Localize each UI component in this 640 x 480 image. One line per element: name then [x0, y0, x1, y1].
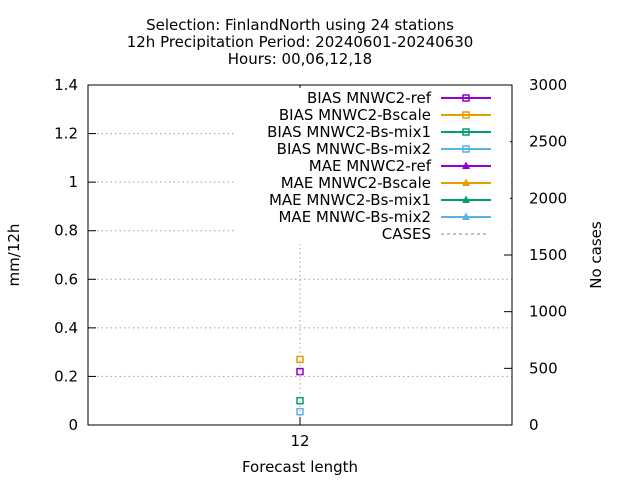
- legend-label: MAE MNWC2-ref: [309, 157, 432, 175]
- legend-marker: [462, 145, 470, 153]
- y-tick-label: 0: [68, 416, 78, 434]
- y-tick-label: 1.2: [54, 125, 78, 143]
- title-line: Selection: FinlandNorth using 24 station…: [146, 16, 454, 34]
- x-axis-label: Forecast length: [242, 458, 358, 476]
- legend-label: CASES: [382, 225, 431, 243]
- axis-ticks: 0 0.2 0.4 0.6 0.8 1 1.2 1.4 0 500 1000 1500 2000 2500…: [54, 76, 567, 450]
- y2-tick-label: 2000: [529, 189, 567, 207]
- y2-tick-label: 1500: [529, 246, 567, 264]
- legend-marker: [462, 195, 470, 203]
- y2-tick-label: 1000: [529, 303, 567, 321]
- bias-point: [296, 407, 304, 416]
- legend-label: BIAS MNWC2-Bscale: [279, 106, 431, 124]
- x-tick-label: 12: [290, 432, 309, 450]
- title-line: Hours: 00,06,12,18: [228, 50, 372, 68]
- legend-marker: [462, 111, 470, 119]
- bias-point: [296, 367, 304, 376]
- legend-label: BIAS MNWC2-ref: [307, 89, 432, 107]
- title-line: 12h Precipitation Period: 20240601-20240…: [127, 33, 474, 51]
- y2-axis-label: No cases: [587, 221, 605, 289]
- y2-tick-label: 2500: [529, 133, 567, 151]
- y-tick-label: 1.4: [54, 76, 78, 94]
- legend-marker: [462, 128, 470, 136]
- y2-tick-label: 3000: [529, 76, 567, 94]
- legend-label: MAE MNWC-Bs-mix2: [278, 208, 431, 226]
- y-axis-label: mm/12h: [5, 224, 23, 287]
- y-tick-label: 0.2: [54, 367, 78, 385]
- y-tick-label: 0.8: [54, 222, 78, 240]
- y2-tick-label: 500: [529, 359, 558, 377]
- legend-marker: [462, 212, 470, 220]
- y2-tick-label: 0: [529, 416, 539, 434]
- legend-label: MAE MNWC2-Bs-mix1: [269, 191, 431, 209]
- chart-title: Selection: FinlandNorth using 24 station…: [127, 16, 474, 68]
- y-tick-label: 0.6: [54, 270, 78, 288]
- y-tick-label: 0.4: [54, 319, 78, 337]
- y-tick-label: 1: [68, 173, 78, 191]
- legend-label: MAE MNWC2-Bscale: [281, 174, 431, 192]
- legend-marker: [462, 178, 470, 186]
- legend-marker: [462, 94, 470, 102]
- legend-marker: [462, 161, 470, 169]
- bias-point: [296, 396, 304, 405]
- legend-label: BIAS MNWC-Bs-mix2: [277, 140, 431, 158]
- legend-label: BIAS MNWC2-Bs-mix1: [267, 123, 431, 141]
